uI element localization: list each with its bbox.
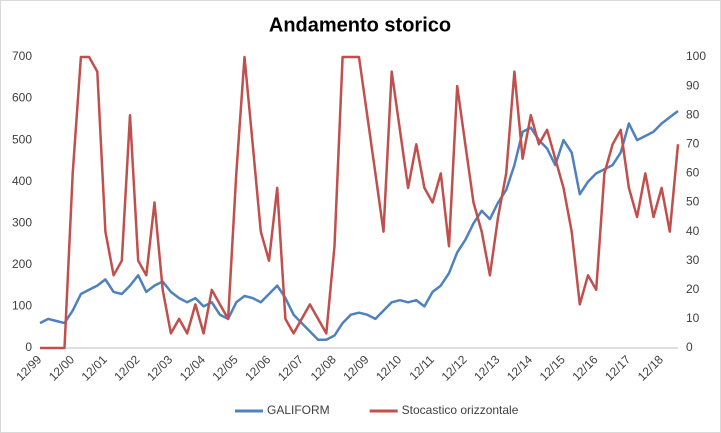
y2-tick-label: 0 (686, 340, 693, 354)
y2-tick-label: 20 (686, 282, 700, 296)
legend-label: Stocastico orizzontale (402, 403, 519, 417)
chart-title: Andamento storico (269, 14, 451, 36)
y-tick-label: 700 (12, 49, 32, 63)
y2-tick-label: 70 (686, 136, 700, 150)
y2-tick-label: 40 (686, 224, 700, 238)
series-line (39, 110, 679, 341)
y-tick-label: 300 (12, 215, 32, 229)
y2-tick-label: 50 (686, 195, 700, 209)
y-tick-label: 400 (12, 174, 32, 188)
y2-tick-label: 80 (686, 107, 700, 121)
legend-label: GALIFORM (267, 403, 330, 417)
y2-tick-label: 100 (686, 49, 706, 63)
y-tick-label: 0 (25, 340, 32, 354)
y2-tick-label: 90 (686, 78, 700, 92)
series-line (40, 55, 680, 350)
y-tick-label: 100 (12, 299, 32, 313)
y2-tick-label: 30 (686, 253, 700, 267)
y2-tick-label: 60 (686, 166, 700, 180)
y-tick-label: 500 (12, 132, 32, 146)
y2-tick-label: 10 (686, 311, 700, 325)
y-tick-label: 200 (12, 257, 32, 271)
y-tick-label: 600 (12, 91, 32, 105)
